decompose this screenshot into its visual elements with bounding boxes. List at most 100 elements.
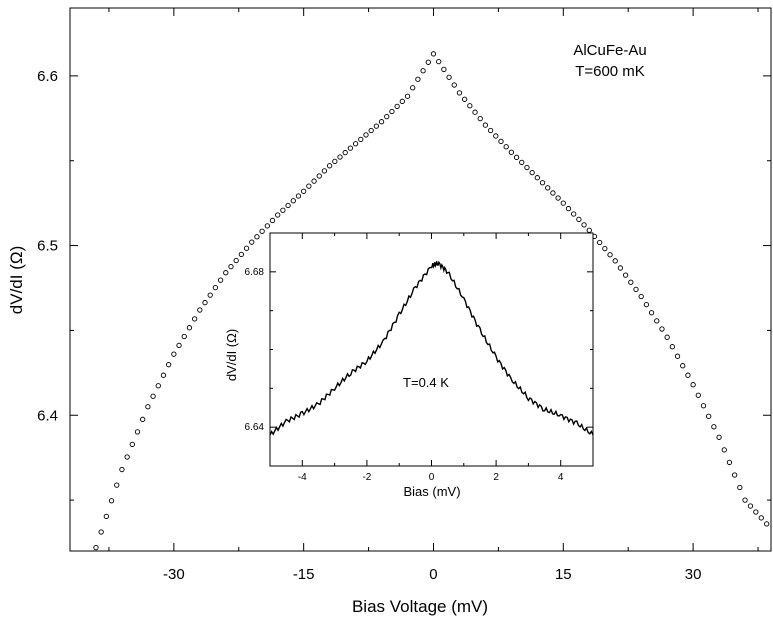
- data-point: [524, 164, 530, 171]
- inset-annotation-temperature: T=0.4 K: [403, 375, 449, 390]
- data-point: [726, 459, 733, 466]
- data-point: [498, 138, 504, 145]
- data-point: [150, 393, 156, 399]
- data-point: [659, 326, 665, 332]
- data-point: [171, 351, 177, 357]
- data-point: [134, 429, 141, 435]
- data-point: [565, 205, 572, 212]
- data-point: [695, 392, 701, 398]
- inset-y-tick-label: 6.68: [245, 267, 265, 278]
- data-point: [430, 51, 437, 57]
- data-point: [571, 211, 577, 217]
- data-point: [98, 529, 104, 535]
- data-point: [633, 286, 639, 292]
- data-point: [508, 149, 515, 155]
- data-point: [228, 263, 234, 270]
- data-point: [119, 466, 125, 473]
- data-point: [764, 521, 770, 527]
- data-point: [539, 180, 546, 186]
- inset-background: [270, 233, 593, 466]
- data-point: [654, 318, 660, 324]
- data-point: [275, 212, 281, 218]
- data-point: [145, 404, 151, 410]
- data-point: [596, 239, 603, 246]
- data-point: [638, 293, 644, 300]
- data-point: [155, 383, 161, 389]
- data-point: [332, 158, 338, 165]
- data-point: [166, 362, 172, 368]
- data-point: [425, 59, 431, 65]
- data-point: [217, 277, 224, 283]
- data-point: [160, 372, 167, 378]
- data-point: [503, 144, 509, 150]
- data-point: [223, 270, 229, 276]
- data-point: [238, 251, 245, 258]
- data-point: [628, 279, 634, 285]
- main-x-tick-label: -30: [163, 566, 185, 583]
- data-point: [664, 334, 670, 340]
- data-point: [555, 195, 561, 201]
- data-point: [384, 113, 390, 120]
- inset-y-axis: 6.64 6.68: [245, 232, 593, 467]
- main-y-tick-label: 6.5: [37, 238, 58, 255]
- inset-x-tick-label: -2: [362, 472, 371, 483]
- data-point: [753, 509, 759, 515]
- inset-data-series: [269, 260, 594, 436]
- data-point: [103, 513, 109, 520]
- data-point: [415, 76, 421, 82]
- data-point: [202, 299, 208, 306]
- data-point: [207, 292, 213, 298]
- data-point: [404, 93, 411, 99]
- data-point: [176, 342, 182, 348]
- data-point: [493, 133, 499, 139]
- data-point: [129, 441, 135, 448]
- data-point: [446, 74, 452, 80]
- main-data-series: [93, 51, 770, 551]
- data-point: [290, 198, 296, 204]
- data-point: [451, 82, 457, 88]
- data-point: [441, 66, 447, 73]
- data-point: [472, 109, 478, 115]
- data-point: [732, 472, 738, 478]
- data-point: [420, 68, 426, 74]
- data-point: [622, 272, 629, 278]
- data-point: [269, 217, 276, 224]
- main-x-tick-label: 15: [555, 566, 572, 583]
- data-point: [461, 96, 468, 102]
- data-point: [326, 163, 333, 169]
- data-point: [456, 90, 463, 96]
- data-point: [108, 498, 115, 504]
- data-point: [264, 223, 270, 229]
- data-point: [482, 122, 489, 128]
- main-x-axis-label: Bias Voltage (mV): [352, 597, 488, 616]
- data-point: [342, 149, 348, 156]
- data-point: [648, 310, 655, 316]
- data-point: [410, 85, 416, 91]
- data-point: [685, 372, 691, 378]
- data-point: [389, 108, 395, 115]
- inset-x-axis: -4 -2 0 2 4: [269, 233, 594, 483]
- annotation-temperature: T=600 mK: [575, 63, 645, 80]
- inset-y-tick-label: 6.64: [245, 422, 265, 433]
- data-point: [233, 257, 239, 264]
- data-point: [363, 132, 369, 138]
- data-point: [758, 515, 764, 521]
- data-point: [212, 284, 219, 291]
- data-point: [674, 353, 681, 359]
- data-point: [321, 168, 328, 174]
- data-point: [306, 183, 312, 189]
- data-point: [602, 245, 608, 252]
- data-point: [680, 363, 686, 369]
- main-x-tick-label: 30: [685, 566, 702, 583]
- data-point: [576, 216, 582, 223]
- data-point: [467, 103, 473, 109]
- data-point: [358, 136, 364, 142]
- main-plot-frame: [69, 7, 772, 552]
- data-point: [352, 141, 359, 147]
- data-point: [191, 316, 198, 322]
- data-point: [612, 258, 618, 264]
- data-point: [254, 234, 260, 240]
- data-point: [529, 169, 535, 176]
- data-point: [436, 58, 442, 65]
